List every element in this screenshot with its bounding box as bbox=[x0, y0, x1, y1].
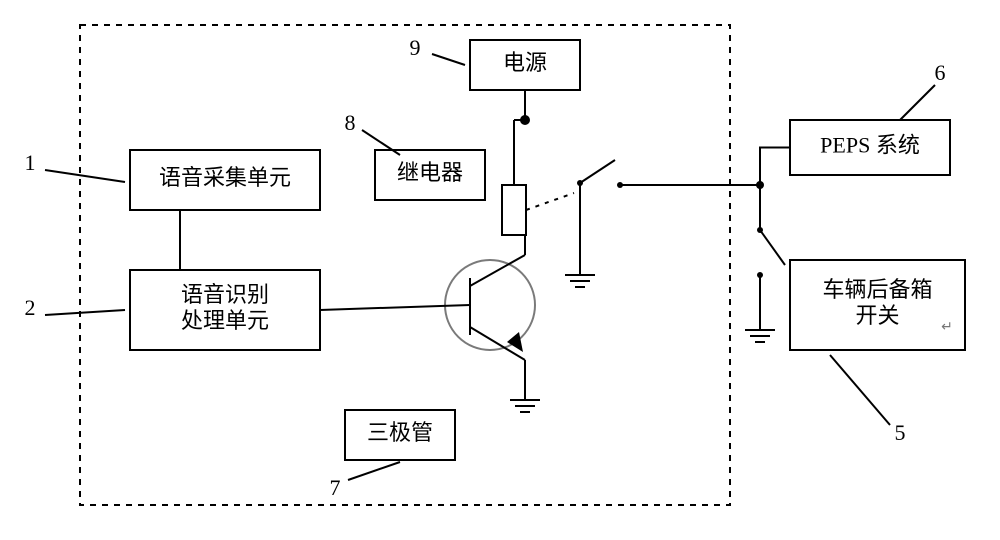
ref-7: 7 bbox=[330, 475, 341, 500]
transistor-icon bbox=[445, 255, 535, 360]
svg-text:继电器: 继电器 bbox=[397, 160, 463, 185]
external-switch-icon bbox=[757, 185, 785, 330]
leader-l6 bbox=[900, 85, 935, 120]
ref-6: 6 bbox=[935, 60, 946, 85]
leader-l2 bbox=[45, 310, 125, 315]
ref-9: 9 bbox=[410, 35, 421, 60]
svg-text:车辆后备箱: 车辆后备箱 bbox=[822, 277, 932, 302]
relay-coil-icon bbox=[502, 90, 530, 235]
ground-emitter bbox=[510, 400, 540, 412]
leader-l1 bbox=[45, 170, 125, 182]
svg-text:三极管: 三极管 bbox=[367, 420, 433, 445]
leader-l9 bbox=[432, 54, 465, 65]
wire-base bbox=[320, 305, 470, 310]
ground-relay-switch bbox=[565, 275, 595, 287]
leader-l7 bbox=[348, 462, 400, 480]
ref-2: 2 bbox=[25, 295, 36, 320]
relay-switch-icon bbox=[526, 160, 623, 275]
svg-text:处理单元: 处理单元 bbox=[181, 308, 269, 333]
ref-8: 8 bbox=[345, 110, 356, 135]
svg-text:语音采集单元: 语音采集单元 bbox=[159, 165, 291, 190]
svg-text:PEPS 系统: PEPS 系统 bbox=[820, 133, 920, 158]
leader-l5 bbox=[830, 355, 890, 425]
ref-1: 1 bbox=[25, 150, 36, 175]
svg-text:开关: 开关 bbox=[855, 303, 899, 328]
svg-text:↵: ↵ bbox=[941, 320, 953, 335]
ground-external bbox=[745, 330, 775, 342]
svg-text:电源: 电源 bbox=[503, 50, 547, 75]
ref-5: 5 bbox=[895, 420, 906, 445]
svg-text:语音识别: 语音识别 bbox=[181, 282, 269, 307]
wire-to-peps bbox=[760, 148, 790, 186]
